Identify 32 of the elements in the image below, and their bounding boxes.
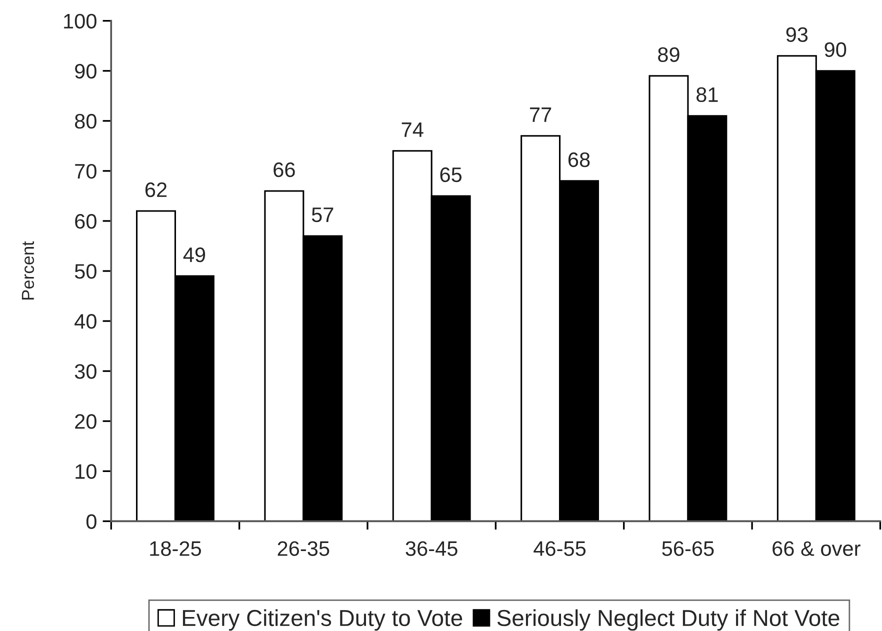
data-label: 66 [274, 162, 295, 178]
y-tick-label: 20 [75, 414, 96, 429]
data-label: 57 [312, 208, 334, 222]
x-tick-label: 56-65 [662, 541, 714, 556]
x-tick-label: 26-35 [278, 541, 330, 556]
y-tick-label: 100 [64, 14, 96, 29]
y-tick-label: 80 [74, 114, 96, 129]
data-label: 68 [568, 152, 590, 168]
data-label: 90 [824, 42, 846, 58]
data-label: 81 [696, 87, 718, 102]
y-tick-label: 10 [76, 464, 96, 479]
data-label: 77 [530, 108, 552, 122]
data-label: 93 [786, 27, 808, 42]
legend-label: Every Citizen's Duty to Vote [182, 609, 462, 631]
data-label: 49 [183, 247, 206, 262]
legend-label: Seriously Neglect Duty if Not Vote [497, 609, 840, 631]
x-tick-label: 66 & over [772, 541, 860, 556]
x-tick-label: 18-25 [150, 541, 201, 556]
data-label: 65 [440, 167, 462, 182]
y-tick-label: 50 [74, 264, 96, 279]
x-tick-label: 36-45 [406, 541, 458, 556]
y-tick-label: 40 [74, 314, 96, 329]
y-tick-label: 30 [74, 364, 96, 379]
data-label: 74 [402, 122, 424, 137]
y-tick-label: 0 [86, 514, 96, 529]
data-label: 62 [145, 182, 167, 198]
data-label: 89 [658, 47, 680, 62]
y-tick-label: 90 [75, 64, 96, 79]
y-tick-label: 60 [75, 214, 96, 229]
y-tick-label: 70 [75, 164, 96, 179]
y-axis-title: Percent [22, 241, 34, 300]
x-tick-label: 46-55 [534, 541, 586, 556]
